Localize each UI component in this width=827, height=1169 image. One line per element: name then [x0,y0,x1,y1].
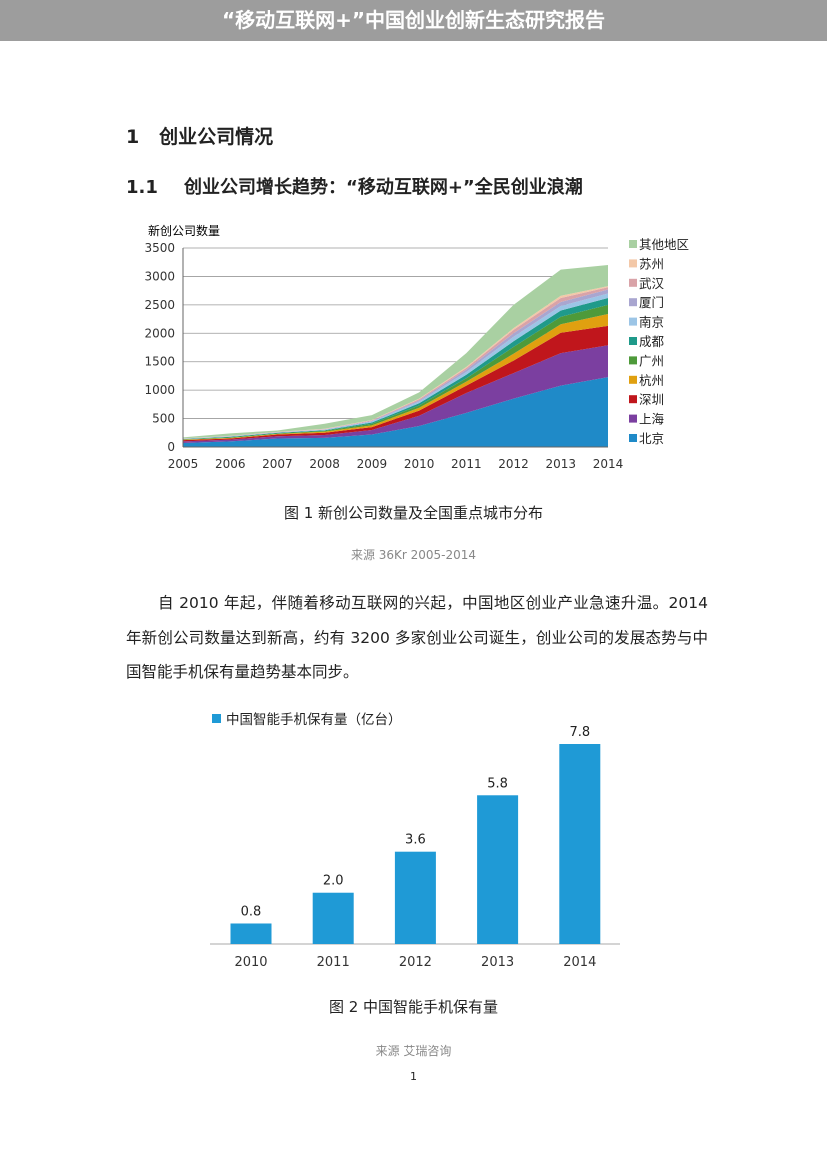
figure1-caption: 图 1 新创公司数量及全国重点城市分布 [283,504,544,522]
legend-swatch [629,375,637,384]
area-series-2 [183,325,608,442]
y-axis-label: 新创公司数量 [148,223,220,238]
x-tick-label: 2012 [498,457,529,471]
legend-swatch [629,395,637,404]
data-label: 3.6 [405,833,426,848]
legend-label: 苏州 [639,256,664,271]
area-series-0 [183,377,608,447]
x-tick-label: 2013 [546,457,577,471]
legend-swatch [629,434,637,442]
legend-swatch [629,259,637,268]
x-tick-label: 2008 [309,457,340,471]
legend-label: 南京 [639,315,664,330]
y-tick-label: 1500 [144,355,175,369]
area-series-7 [183,289,608,439]
x-tick-label: 2014 [563,955,596,970]
x-tick-label: 2014 [593,457,624,471]
x-tick-label: 2011 [451,457,482,471]
x-tick-label: 2006 [215,457,246,471]
legend-label: 北京 [639,431,664,446]
x-tick-label: 2013 [481,955,514,970]
area-series-10 [183,265,608,439]
x-tick-label: 2005 [168,457,199,471]
section-heading: 1 创业公司情况 [126,122,273,149]
area-series-6 [183,293,608,440]
figure2-caption: 图 2 中国智能手机保有量 [328,998,499,1016]
legend-label: 厦门 [639,295,664,310]
header-title: “移动互联网+”中国创业创新生态研究报告 [0,0,827,41]
bar-2014 [559,744,601,944]
data-label: 5.8 [487,776,508,791]
y-tick-label: 2500 [144,298,175,312]
legend-label: 深圳 [639,392,664,407]
x-tick-label: 2011 [317,955,350,970]
bar-2012 [394,851,436,944]
figure1-source: 来源 36Kr 2005-2014 [350,548,477,562]
x-tick-label: 2012 [399,955,432,970]
legend-swatch [629,414,637,423]
bar-2013 [477,795,519,944]
y-tick-label: 3000 [144,269,175,283]
x-tick-label: 2010 [234,955,267,970]
body-paragraph: 自 2010 年起，伴随着移动互联网的兴起，中国地区创业产业急速升温。2014 … [126,594,708,681]
legend-swatch [629,356,637,365]
legend-label: 其他地区 [639,237,689,252]
subsection-heading: 1.1 创业公司增长趋势：“移动互联网+”全民创业浪潮 [126,173,583,199]
page-number: 1 [410,1070,417,1083]
x-tick-label: 2010 [404,457,435,471]
bar-2011 [312,892,354,944]
legend-swatch [629,337,637,345]
legend-swatch [629,298,637,307]
legend-swatch [212,714,221,723]
figure2-source: 来源 艾瑞咨询 [375,1044,452,1058]
section-number: 1 [126,126,140,148]
legend-label: 中国智能手机保有量（亿台） [226,712,402,728]
legend-label: 上海 [639,412,665,427]
y-tick-label: 0 [167,440,175,454]
bar-2010 [230,923,272,944]
x-tick-label: 2007 [262,457,293,471]
y-tick-label: 1000 [144,383,175,397]
data-label: 0.8 [241,904,262,919]
subsection-title: 创业公司增长趋势：“移动互联网+”全民创业浪潮 [184,177,583,198]
section-title: 创业公司情况 [159,126,274,148]
area-series-1 [183,345,608,444]
subsection-number: 1.1 [126,177,158,198]
y-tick-label: 2000 [144,326,175,340]
legend-swatch [629,278,637,287]
data-label: 7.8 [569,725,590,740]
y-tick-label: 500 [152,412,175,426]
legend-label: 成都 [639,334,665,349]
legend-label: 武汉 [639,276,665,291]
x-tick-label: 2009 [357,457,388,471]
legend-label: 广州 [639,353,664,368]
legend-label: 杭州 [639,373,664,388]
area-series-3 [183,313,608,441]
area-series-4 [183,304,608,440]
data-label: 2.0 [323,874,344,889]
legend-swatch [629,240,637,248]
y-tick-label: 3500 [144,241,175,255]
area-series-5 [183,298,608,440]
legend-swatch [629,317,637,326]
